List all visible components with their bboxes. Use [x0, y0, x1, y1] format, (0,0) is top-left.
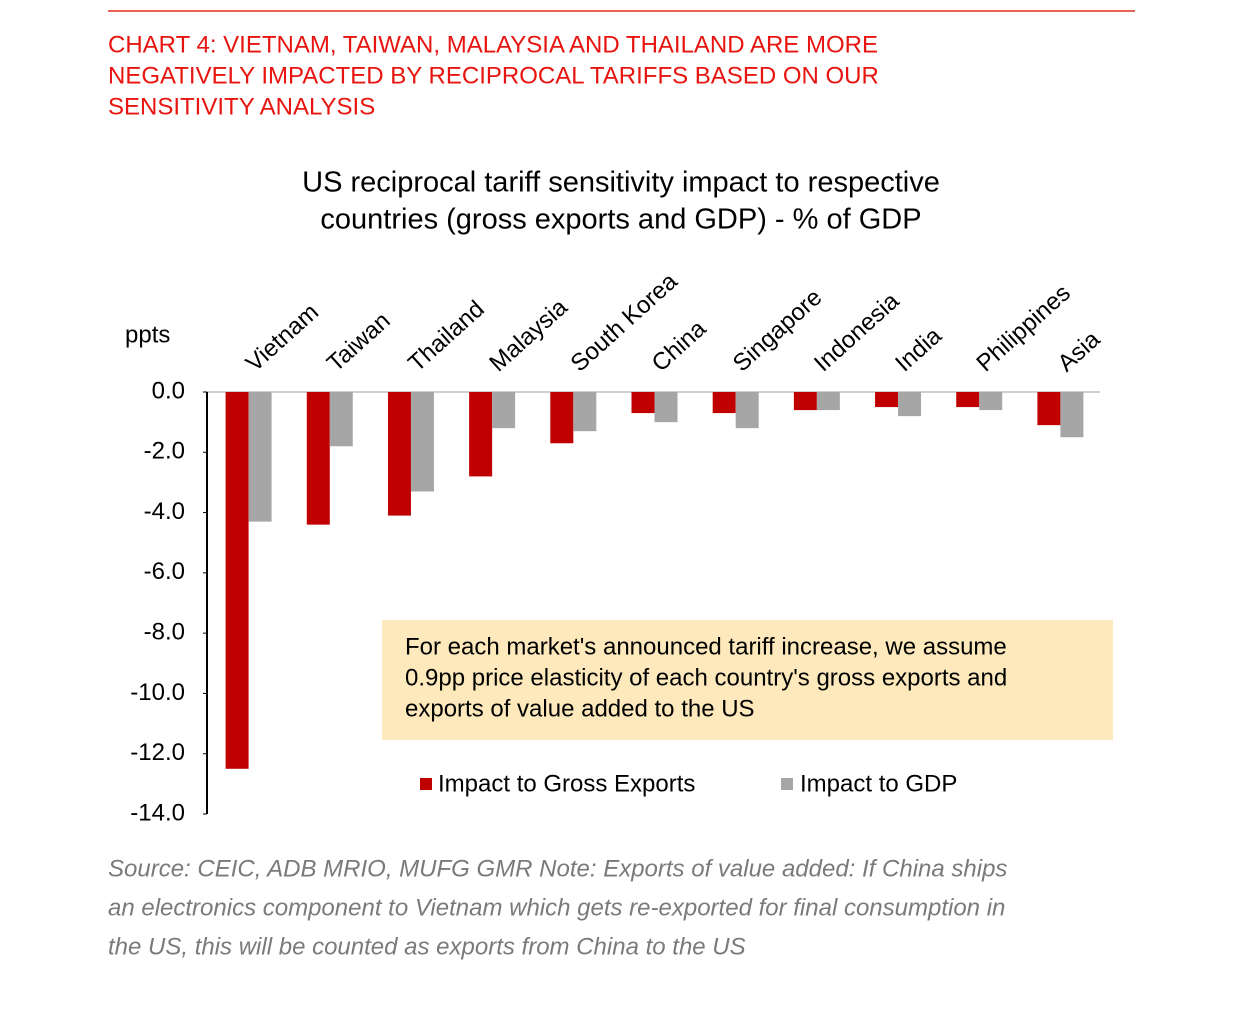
y-tick-label: 0.0: [152, 377, 185, 404]
bar: [898, 392, 922, 417]
legend-label: Impact to Gross Exports: [438, 770, 695, 797]
header-title: CHART 4: VIETNAM, TAIWAN, MALAYSIA AND T…: [108, 31, 878, 58]
source-note: an electronics component to Vietnam whic…: [108, 894, 1005, 921]
bar: [979, 392, 1003, 411]
bar: [306, 392, 330, 525]
chart-title: countries (gross exports and GDP) - % of…: [320, 204, 921, 236]
bar: [387, 392, 411, 516]
bar: [1060, 392, 1084, 438]
legend-label: Impact to GDP: [800, 770, 957, 797]
x-tick-label: India: [890, 322, 947, 377]
x-tick-label: Vietnam: [241, 298, 324, 377]
source-note: Source: CEIC, ADB MRIO, MUFG GMR Note: E…: [108, 855, 1007, 882]
chart-title: US reciprocal tariff sensitivity impact …: [302, 167, 940, 199]
y-tick-label: -10.0: [130, 679, 185, 706]
x-tick-label: China: [647, 315, 712, 377]
bar: [225, 392, 249, 769]
y-tick-label: -8.0: [144, 618, 185, 645]
source-note: the US, this will be counted as exports …: [108, 933, 746, 960]
y-tick-label: -2.0: [144, 438, 185, 465]
annotation: For each market's announced tariff incre…: [405, 633, 1007, 660]
annotation: exports of value added to the US: [405, 695, 755, 722]
bar: [712, 392, 736, 414]
header-title: NEGATIVELY IMPACTED BY RECIPROCAL TARIFF…: [108, 62, 879, 89]
annotation: 0.9pp price elasticity of each country's…: [405, 664, 1007, 691]
bar: [793, 392, 817, 411]
bar: [875, 392, 899, 408]
bar: [816, 392, 840, 411]
bar: [329, 392, 353, 447]
x-tick-label: Singapore: [728, 284, 827, 377]
y-tick-label: -4.0: [144, 498, 185, 525]
bar: [469, 392, 493, 477]
x-tick-label: Malaysia: [484, 293, 573, 377]
bar: [248, 392, 272, 522]
bar: [492, 392, 516, 429]
bar: [631, 392, 655, 414]
bar: [654, 392, 678, 423]
y-tick-label: -6.0: [144, 558, 185, 585]
y-tick-label: -12.0: [130, 739, 185, 766]
legend-swatch: [781, 778, 793, 790]
x-tick-label: Taiwan: [322, 307, 396, 377]
bar: [550, 392, 574, 444]
x-tick-label: Thailand: [403, 296, 489, 378]
bar: [956, 392, 980, 408]
annotation-box: [382, 620, 1113, 740]
header-title: SENSITIVITY ANALYSIS: [108, 93, 375, 120]
bar: [1037, 392, 1061, 426]
bar: [410, 392, 434, 492]
y-tick-label: -14.0: [130, 799, 185, 826]
y-axis-label: ppts: [125, 321, 170, 348]
bar: [735, 392, 759, 429]
legend-swatch: [420, 778, 432, 790]
x-tick-label: Asia: [1053, 325, 1106, 377]
bar: [573, 392, 597, 432]
